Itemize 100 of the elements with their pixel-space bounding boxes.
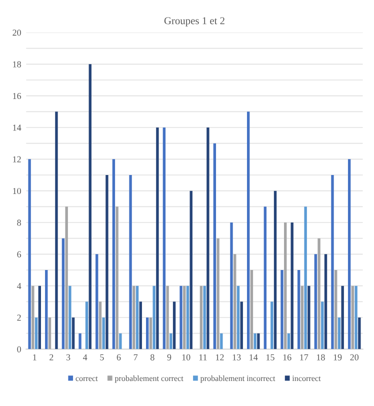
y-tick-label: 14 — [13, 124, 22, 131]
bar — [334, 270, 338, 350]
x-tick-label: 15 — [266, 354, 274, 360]
bar — [28, 159, 31, 350]
bar — [116, 206, 118, 350]
x-tick-label: 10 — [182, 354, 190, 360]
bar — [257, 333, 260, 350]
bar — [166, 286, 169, 350]
x-tick-label: 8 — [150, 354, 154, 360]
bar — [98, 302, 102, 350]
bar — [186, 286, 190, 350]
bar — [236, 286, 240, 350]
bar — [250, 270, 254, 350]
bar — [62, 238, 65, 350]
bar — [216, 238, 220, 350]
bar — [132, 286, 136, 350]
y-tick-label: 10 — [13, 188, 21, 194]
bar — [45, 270, 48, 350]
bar — [106, 174, 108, 350]
bar — [170, 333, 172, 350]
x-tick-label: 14 — [250, 354, 258, 360]
bar — [354, 286, 358, 350]
bar — [48, 317, 52, 350]
legend-label: probablement correct — [114, 375, 184, 383]
bar — [213, 143, 216, 350]
bar — [230, 222, 233, 350]
bar — [304, 206, 307, 350]
y-tick-label: 12 — [13, 156, 21, 162]
bar — [146, 317, 149, 350]
x-tick-label: 13 — [232, 354, 241, 360]
bar — [287, 333, 290, 350]
x-tick-label: 5 — [100, 354, 104, 360]
x-tick-label: 6 — [116, 354, 121, 360]
bar — [318, 238, 320, 350]
bar — [240, 302, 243, 350]
x-tick-label: 3 — [66, 354, 70, 360]
y-tick-label: 0 — [17, 346, 21, 352]
bar — [234, 254, 236, 350]
y-tick-label: 8 — [17, 220, 21, 226]
y-tick-label: 6 — [17, 251, 22, 258]
x-tick-label: 1 — [33, 354, 36, 360]
bar — [190, 190, 192, 350]
bar — [72, 317, 75, 350]
x-tick-label: 20 — [350, 354, 359, 360]
bar — [139, 302, 142, 350]
bar — [172, 302, 176, 350]
bar — [358, 317, 361, 350]
bar — [96, 254, 98, 350]
bar — [32, 286, 34, 350]
bar — [220, 333, 223, 350]
x-tick-label: 17 — [300, 354, 308, 360]
x-tick-label: 4 — [83, 354, 88, 360]
x-tick-label: 12 — [216, 354, 224, 360]
bar — [300, 286, 304, 350]
bar — [321, 302, 324, 350]
bar — [206, 127, 210, 350]
bar — [85, 302, 88, 350]
bar — [203, 286, 206, 350]
bar — [162, 127, 166, 350]
bar — [180, 286, 182, 350]
bar — [136, 286, 139, 350]
bar — [102, 317, 105, 350]
x-tick-label: 16 — [283, 354, 292, 360]
bar — [284, 222, 287, 350]
legend-label: correct — [76, 376, 98, 382]
bar — [68, 286, 72, 350]
bar — [55, 112, 58, 350]
y-tick-label: 16 — [13, 92, 22, 100]
x-tick-label: 7 — [134, 354, 138, 360]
bar — [264, 206, 267, 350]
bar — [290, 222, 294, 350]
x-tick-label: 9 — [167, 354, 172, 360]
x-tick-label: 18 — [316, 354, 325, 360]
bar — [308, 286, 310, 350]
y-tick-label: 4 — [16, 283, 22, 289]
bar — [119, 333, 122, 350]
y-tick-label: 20 — [12, 30, 21, 36]
bar — [38, 286, 41, 350]
bar — [88, 64, 92, 350]
bar — [341, 286, 344, 350]
bar — [270, 302, 274, 350]
y-tick-label: 2 — [17, 314, 21, 321]
legend-label: probablement incorrect — [200, 375, 276, 383]
x-tick-label: 11 — [199, 354, 207, 360]
bar — [78, 333, 82, 350]
chart-title: Groupes 1 et 2 — [164, 17, 224, 26]
bar — [149, 317, 152, 350]
bar — [351, 286, 354, 350]
bar — [34, 317, 38, 350]
legend-label: incorrect — [292, 376, 321, 382]
bar — [183, 286, 186, 350]
bar — [254, 333, 256, 350]
y-tick-label: 18 — [13, 61, 21, 68]
bar — [246, 112, 250, 350]
bar — [280, 270, 284, 350]
bar — [156, 127, 159, 350]
bar — [348, 159, 351, 350]
bar — [331, 174, 334, 350]
x-tick-label: 19 — [334, 354, 342, 360]
bar — [274, 190, 277, 350]
